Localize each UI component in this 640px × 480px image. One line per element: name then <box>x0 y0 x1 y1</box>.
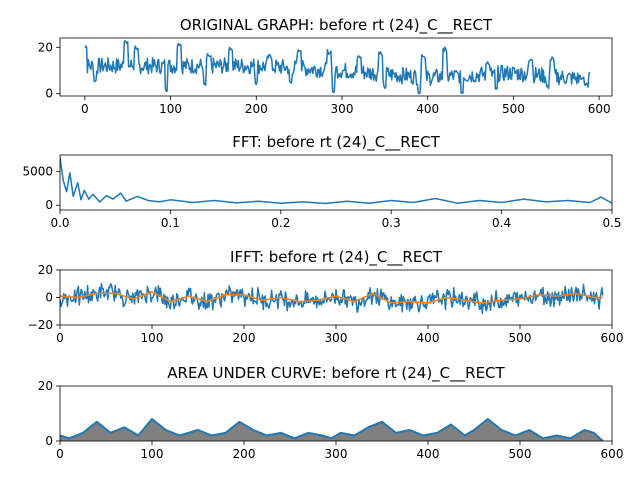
x-tick-label: 0.2 <box>271 216 290 230</box>
x-tick-label: 600 <box>588 102 611 116</box>
x-tick-label: 0 <box>56 447 64 461</box>
y-tick-label: 20 <box>38 379 53 393</box>
x-tick-label: 200 <box>245 102 268 116</box>
y-tick-label: 0 <box>45 198 53 212</box>
series-line-1 <box>60 157 612 205</box>
subplot-title: FFT: before rt (24)_C__RECT <box>232 133 440 152</box>
x-tick-label: 100 <box>159 102 182 116</box>
x-tick-label: 0 <box>81 102 89 116</box>
series-line-2 <box>60 291 603 304</box>
x-tick-label: 0.4 <box>492 216 511 230</box>
y-tick-label: 0 <box>45 87 53 101</box>
plot-area <box>84 39 591 95</box>
x-tick-label: 0.1 <box>161 216 180 230</box>
plot-area <box>60 157 612 205</box>
x-tick-label: 300 <box>325 447 348 461</box>
subplot-title: ORIGINAL GRAPH: before rt (24)_C__RECT <box>180 16 493 35</box>
area-fill <box>60 419 603 441</box>
y-tick-label: −20 <box>28 318 53 332</box>
x-tick-label: 400 <box>416 102 439 116</box>
x-tick-label: 400 <box>417 331 440 345</box>
axes-frame <box>59 37 613 97</box>
x-tick-label: 500 <box>502 102 525 116</box>
axes-frame <box>59 154 613 211</box>
subplot-1: 0 100 200 300 400 500 600 0 20 ORIGINAL GRAPH: be… <box>38 16 613 116</box>
subplot-4: 0 100 200 300 400 500 600 0 20 AREA UNDER CURVE: … <box>38 364 624 461</box>
plot-area <box>60 418 604 441</box>
subplot-title: AREA UNDER CURVE: before rt (24)_C__RECT <box>167 364 505 383</box>
x-tick-label: 200 <box>233 331 256 345</box>
x-tick-label: 400 <box>417 447 440 461</box>
x-tick-label: 600 <box>601 447 624 461</box>
y-tick-label: 5000 <box>22 164 53 178</box>
x-tick-label: 300 <box>325 331 348 345</box>
y-tick-label: 0 <box>45 291 53 305</box>
plot-area <box>60 282 604 315</box>
x-tick-label: 500 <box>509 447 532 461</box>
x-tick-label: 100 <box>141 447 164 461</box>
subplot-2: 0.0 0.1 0.2 0.3 0.4 0.5 0 5000 FFT: before rt (2… <box>22 133 621 230</box>
y-tick-label: 0 <box>45 434 53 448</box>
x-tick-label: 100 <box>141 331 164 345</box>
x-tick-label: 500 <box>509 331 532 345</box>
series-line-1 <box>60 418 604 441</box>
x-tick-label: 0.0 <box>50 216 69 230</box>
y-tick-label: 20 <box>38 263 53 277</box>
x-tick-label: 0 <box>56 331 64 345</box>
y-tick-label: 20 <box>38 40 53 54</box>
x-tick-label: 300 <box>331 102 354 116</box>
x-tick-label: 0.5 <box>602 216 621 230</box>
x-tick-label: 200 <box>233 447 256 461</box>
series-line-1 <box>84 39 591 95</box>
x-tick-label: 0.3 <box>382 216 401 230</box>
x-tick-label: 600 <box>601 331 624 345</box>
subplot-title: IFFT: before rt (24)_C__RECT <box>230 248 443 267</box>
